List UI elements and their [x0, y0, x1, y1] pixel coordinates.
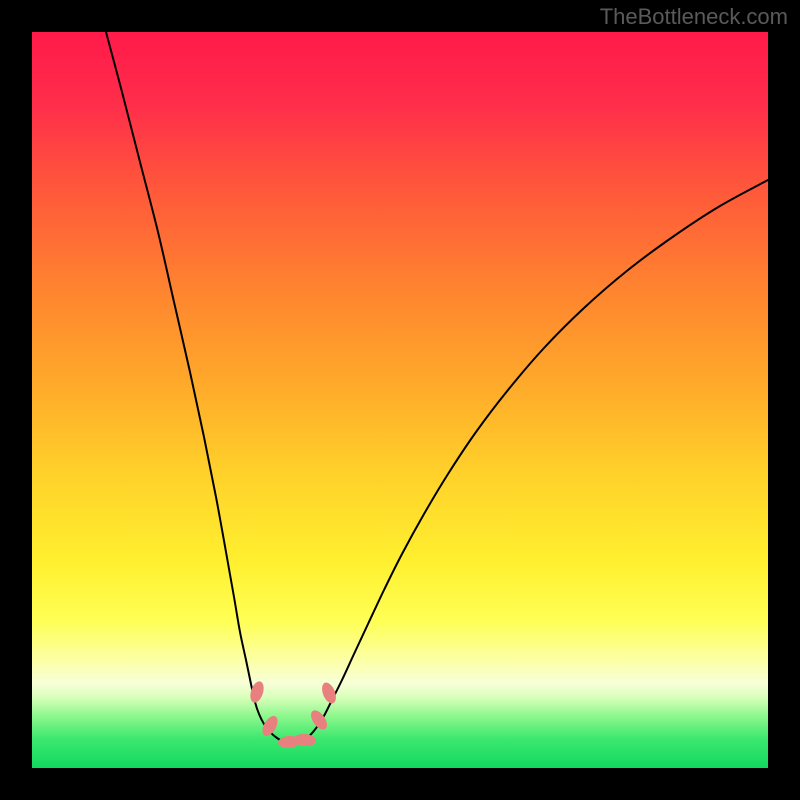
- curve-marker: [259, 713, 280, 738]
- chart-plot-area: [32, 32, 768, 768]
- bottleneck-curve: [32, 32, 768, 768]
- curve-right-branch: [292, 180, 768, 744]
- watermark-text: TheBottleneck.com: [600, 4, 788, 30]
- curve-left-branch: [106, 32, 292, 744]
